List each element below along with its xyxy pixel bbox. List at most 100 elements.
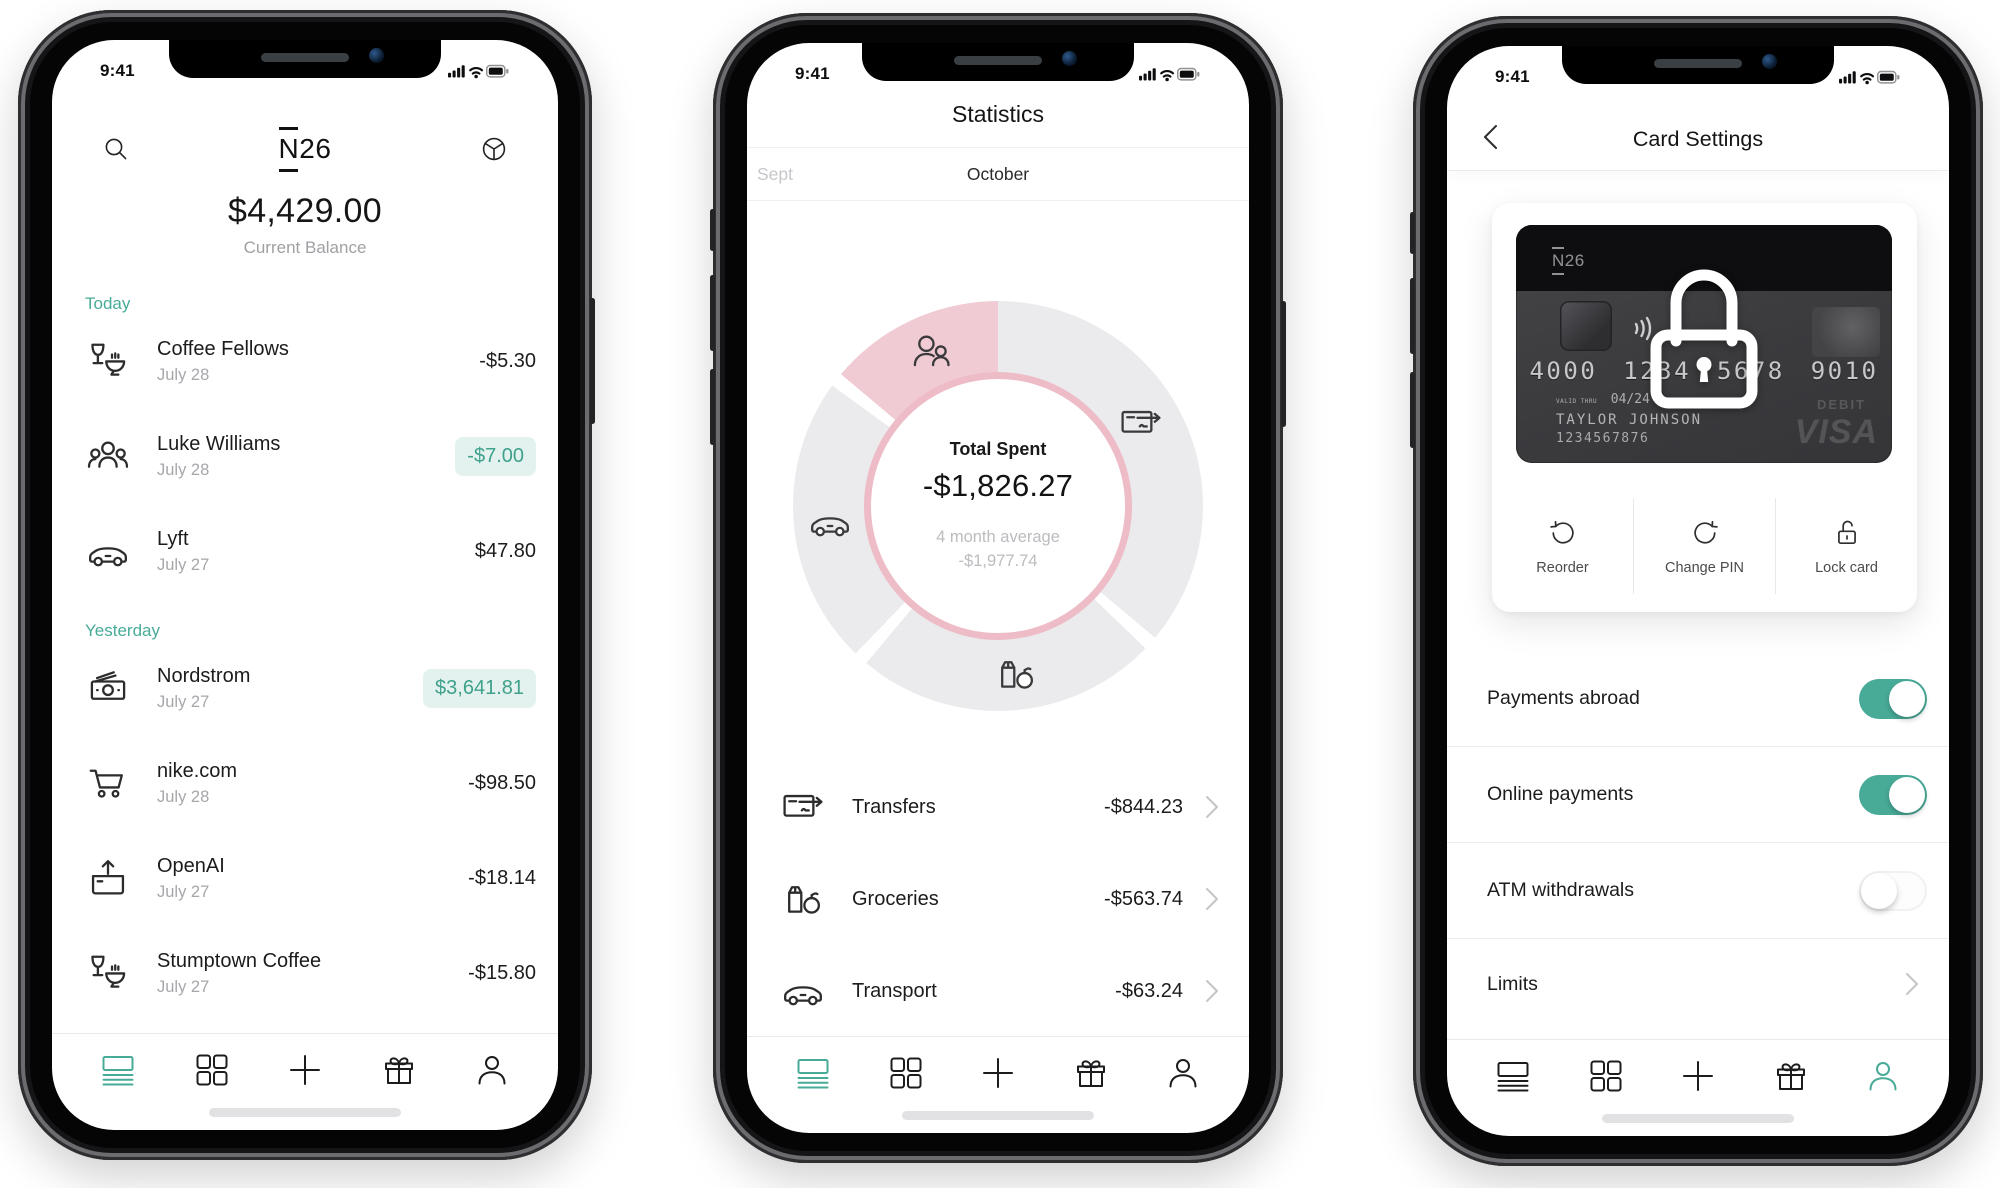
nav-add-icon[interactable]: [978, 1053, 1018, 1093]
month-previous[interactable]: Sept: [757, 163, 793, 184]
transaction-row-openai[interactable]: OpenAI July 27 -$18.14: [52, 831, 558, 926]
section-label-today: Today: [85, 294, 131, 313]
page-header: Card Settings: [1447, 108, 1949, 171]
toggle-knob: [1889, 680, 1925, 717]
transaction-row-luke-williams[interactable]: Luke Williams July 28 -$7.00: [52, 409, 558, 504]
chevron-right-icon: [1205, 979, 1219, 1003]
home-screen: 9:41 N26 $4,429.00 Current Balance Today…: [52, 40, 558, 1130]
transaction-amount: -$5.30: [479, 350, 536, 372]
volume-down-button: [1410, 372, 1415, 448]
transaction-amount: -$98.50: [468, 772, 536, 794]
category-label: Transport: [852, 979, 937, 1002]
card-n26-logo: N26: [1552, 247, 1585, 275]
transaction-name: Coffee Fellows: [157, 338, 289, 360]
speaker-slot: [1654, 59, 1742, 68]
volume-down-button: [710, 369, 715, 445]
card-arrow-icon: [780, 784, 826, 830]
transaction-date: July 27: [157, 556, 210, 574]
reorder-button[interactable]: Reorder: [1492, 498, 1633, 594]
chevron-right-icon: [1205, 887, 1219, 911]
category-row-transfers[interactable]: Transfers -$844.23: [747, 761, 1249, 853]
bank-card: N26 4000 1234 5678 9010 VALID THRU 04/24…: [1516, 225, 1892, 463]
home-indicator[interactable]: [1602, 1114, 1794, 1123]
payments-abroad-toggle[interactable]: [1859, 678, 1927, 719]
transaction-amount: -$18.14: [468, 867, 536, 889]
atm-withdrawals-toggle[interactable]: [1859, 870, 1927, 911]
chevron-right-icon: [1205, 795, 1219, 819]
card-arrow-icon: [1118, 400, 1164, 446]
transaction-name: Luke Williams: [157, 433, 281, 455]
logo-digits: 26: [1564, 251, 1585, 270]
back-chevron-icon[interactable]: [1477, 122, 1507, 152]
setting-row-atm-withdrawals: ATM withdrawals: [1447, 843, 1949, 939]
status-bar: 9:41: [1447, 60, 1949, 94]
average-value: -$1,977.74: [958, 551, 1038, 570]
car-icon: [807, 499, 853, 545]
category-label: Transfers: [852, 795, 936, 818]
volume-up-button: [710, 275, 715, 351]
volume-up-button: [1410, 278, 1415, 354]
change-pin-button[interactable]: Change PIN: [1633, 498, 1775, 594]
home-indicator[interactable]: [902, 1111, 1094, 1120]
nav-gift-icon[interactable]: [379, 1050, 419, 1090]
category-amount: -$63.24: [1115, 979, 1183, 1002]
nav-feed-icon[interactable]: [793, 1053, 833, 1093]
nav-profile-icon[interactable]: [472, 1050, 512, 1090]
status-icons: [448, 64, 510, 79]
valid-thru-label: VALID THRU: [1556, 398, 1598, 405]
month-selector: Sept October: [747, 147, 1249, 201]
nav-spaces-icon[interactable]: [1586, 1056, 1626, 1096]
transaction-row-nike[interactable]: nike.com July 28 -$98.50: [52, 736, 558, 831]
transaction-date: July 28: [157, 788, 210, 806]
chevron-right-icon: [1905, 972, 1919, 996]
nav-gift-icon[interactable]: [1771, 1056, 1811, 1096]
category-row-groceries[interactable]: Groceries -$563.74: [747, 853, 1249, 945]
nav-spaces-icon[interactable]: [192, 1050, 232, 1090]
nav-add-icon[interactable]: [1678, 1056, 1718, 1096]
phone-mockup-home: 9:41 N26 $4,429.00 Current Balance Today…: [18, 10, 595, 1160]
spending-donut-chart[interactable]: Total Spent -$1,826.27 4 month average -…: [793, 301, 1203, 711]
transaction-date: July 27: [157, 978, 210, 996]
status-time: 9:41: [100, 61, 135, 80]
nav-profile-icon[interactable]: [1863, 1056, 1903, 1096]
card-settings-screen: 9:41 Card Settings N26 4000 1234 5678 90…: [1447, 46, 1949, 1136]
food-drink-icon: [85, 951, 131, 997]
bottom-nav: [747, 1036, 1249, 1133]
transaction-name: Nordstrom: [157, 665, 251, 687]
transaction-row-coffee-fellows[interactable]: Coffee Fellows July 28 -$5.30: [52, 314, 558, 409]
online-payments-toggle[interactable]: [1859, 774, 1927, 815]
front-camera: [369, 48, 384, 63]
nav-feed-icon[interactable]: [1493, 1056, 1533, 1096]
box-upload-icon: [85, 856, 131, 902]
status-icons: [1139, 67, 1201, 82]
card-valid-thru: VALID THRU 04/24: [1556, 388, 1650, 407]
nav-spaces-icon[interactable]: [886, 1053, 926, 1093]
transaction-row-nordstrom[interactable]: Nordstrom July 27 $3,641.81: [52, 641, 558, 736]
statistics-pie-icon[interactable]: [478, 133, 510, 165]
nav-feed-icon[interactable]: [98, 1050, 138, 1090]
transaction-row-lyft[interactable]: Lyft July 27 $47.80: [52, 504, 558, 599]
action-label: Reorder: [1536, 560, 1589, 576]
nav-add-icon[interactable]: [285, 1050, 325, 1090]
category-row-transport[interactable]: Transport -$63.24: [747, 945, 1249, 1037]
balance-label: Current Balance: [243, 238, 367, 257]
notch: [862, 43, 1134, 81]
people-pair-icon: [908, 330, 954, 376]
nav-gift-icon[interactable]: [1071, 1053, 1111, 1093]
setting-label: Limits: [1487, 972, 1538, 995]
setting-label: ATM withdrawals: [1487, 879, 1635, 901]
power-button: [590, 298, 595, 424]
card-holder-name: TAYLOR JOHNSON: [1556, 412, 1703, 428]
n26-logo: N26: [278, 127, 332, 172]
lock-card-button[interactable]: Lock card: [1775, 498, 1917, 594]
status-bar: 9:41: [52, 54, 558, 88]
setting-row-limits[interactable]: Limits: [1447, 939, 1949, 1029]
search-icon[interactable]: [100, 133, 132, 165]
transaction-row-stumptown[interactable]: Stumptown Coffee July 27 -$15.80: [52, 926, 558, 1021]
nav-profile-icon[interactable]: [1163, 1053, 1203, 1093]
home-indicator[interactable]: [209, 1108, 401, 1117]
category-amount: -$844.23: [1104, 795, 1183, 818]
phone-mockup-card-settings: 9:41 Card Settings N26 4000 1234 5678 90…: [1410, 16, 1983, 1166]
month-selected[interactable]: October: [966, 163, 1030, 184]
lock-overlay-icon: [1642, 269, 1766, 409]
